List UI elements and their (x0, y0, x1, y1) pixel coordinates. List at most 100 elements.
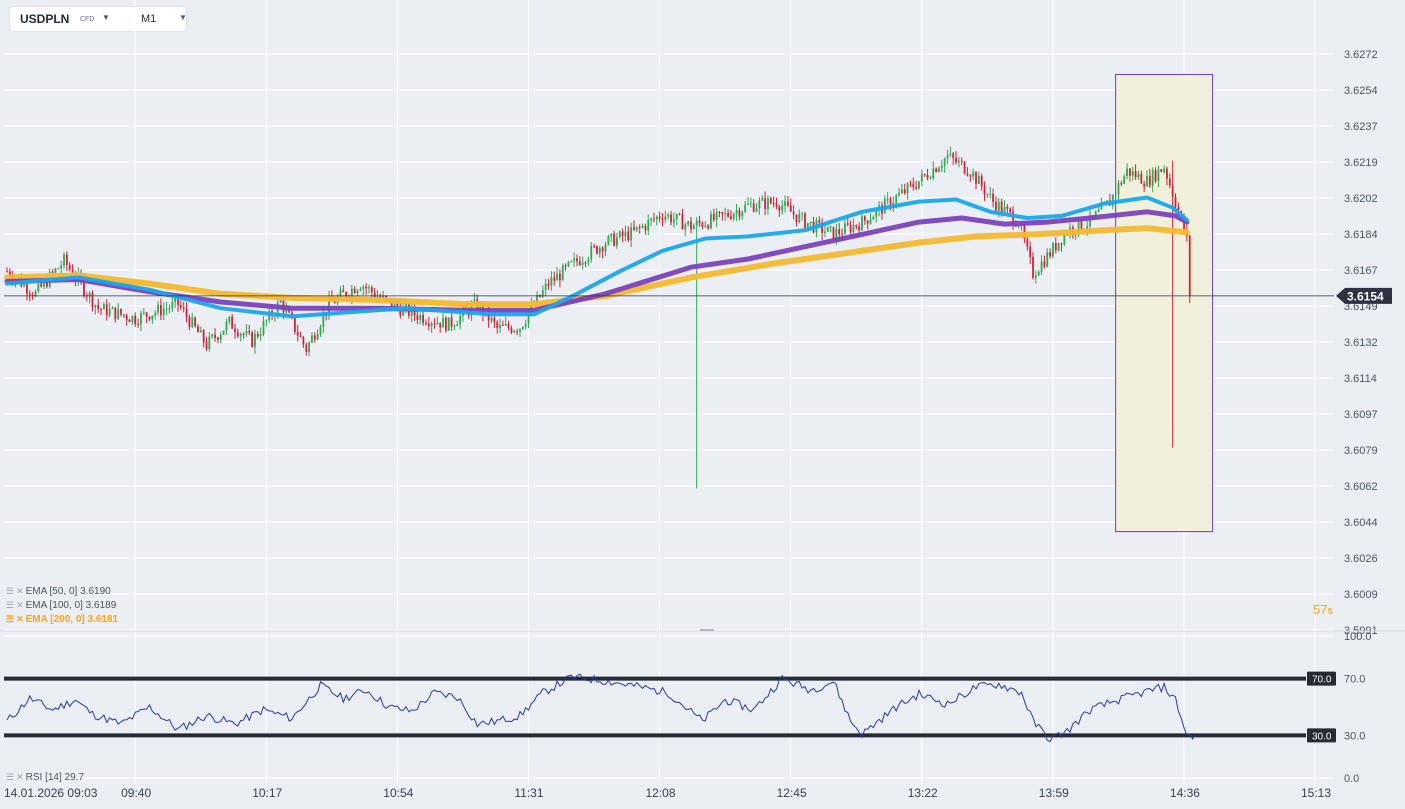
candle-body (715, 211, 718, 220)
y-tick-label: 3.6026 (1344, 553, 1378, 565)
candle-body (667, 214, 670, 217)
candle-body (972, 172, 975, 177)
candle-body (761, 198, 764, 201)
candle-body (918, 181, 920, 189)
x-tick-label: 13:59 (1039, 786, 1069, 800)
legend-ema200[interactable]: ☰ ✕ EMA [200, 0] 3.6181 (6, 612, 118, 627)
y-tick-label: 3.6167 (1344, 265, 1378, 277)
symbol-selector[interactable]: USDPLN CFD ▼ M1 ▼ (10, 7, 187, 31)
candle-body (1000, 201, 1003, 213)
candle-body (37, 283, 40, 292)
legend-rsi[interactable]: ☰ ✕ RSI [14] 29.7 (6, 770, 84, 785)
candle-body (40, 283, 43, 287)
candle-body (1037, 272, 1040, 276)
candle-body (576, 258, 578, 262)
candle-body (308, 342, 310, 352)
symbol-dropdown-chevron-icon[interactable]: ▼ (102, 13, 110, 22)
candle-body (365, 286, 367, 289)
candle-body (57, 268, 60, 270)
candle-body (171, 301, 174, 309)
candle-body (493, 317, 496, 323)
candle-body (935, 168, 937, 172)
candle-body (91, 292, 94, 308)
candle-body (108, 309, 111, 316)
close-icon[interactable]: ✕ (16, 600, 24, 610)
candle-body (963, 161, 966, 174)
candle-body (54, 268, 57, 273)
candle-body (875, 209, 878, 217)
candle-body (613, 233, 615, 246)
candle-body (182, 307, 185, 309)
candle-body (938, 168, 940, 172)
settings-icon[interactable]: ☰ (6, 600, 15, 610)
candle-body (673, 219, 675, 223)
candle-body (536, 294, 538, 306)
candle-body (285, 308, 288, 313)
candle-body (824, 231, 826, 234)
candle-body (869, 219, 872, 224)
legend-ema100[interactable]: ☰ ✕ EMA [100, 0] 3.6189 (6, 598, 116, 613)
candle-body (849, 224, 852, 233)
settings-icon[interactable]: ☰ (6, 772, 15, 782)
candle-body (598, 247, 601, 254)
settings-icon[interactable]: ☰ (6, 586, 15, 596)
candle-body (578, 261, 581, 265)
candle-body (430, 323, 433, 326)
candle-body (1100, 203, 1103, 210)
candle-body (932, 168, 935, 179)
candle-body (744, 204, 747, 212)
candle-body (704, 225, 707, 227)
candle-body (858, 226, 861, 231)
candle-body (940, 165, 943, 169)
candle-body (219, 334, 222, 340)
candle-body (60, 265, 63, 269)
candle-body (952, 153, 955, 158)
candle-body (1154, 170, 1157, 182)
candle-body (915, 187, 918, 189)
timeframe-dropdown-chevron-icon[interactable]: ▼ (179, 13, 187, 22)
candle-body (382, 295, 385, 298)
close-icon[interactable]: ✕ (16, 772, 24, 782)
candle-body (590, 246, 593, 260)
candle-body (958, 160, 960, 163)
candle-body (217, 337, 219, 340)
price-axis-panel (1334, 0, 1405, 809)
close-icon[interactable]: ✕ (16, 614, 24, 624)
countdown-value: 57 (1313, 602, 1328, 617)
legend-ema50[interactable]: ☰ ✕ EMA [50, 0] 3.6190 (6, 584, 111, 599)
candle-body (31, 294, 34, 297)
ema-line-3 (4, 225, 1190, 308)
candle-body (561, 265, 564, 281)
highlight-box (1115, 73, 1214, 533)
pane-resize-handle (700, 629, 714, 631)
candle-body (134, 315, 137, 325)
candle-body (385, 295, 387, 299)
symbol-name[interactable]: USDPLN (20, 12, 70, 26)
candle-body (1057, 243, 1060, 251)
timeframe-selector[interactable]: M1 (141, 13, 157, 25)
candle-body (396, 303, 399, 308)
candle-body (137, 324, 139, 326)
candle-body (798, 214, 801, 223)
candle-body (436, 322, 439, 325)
candle-body (128, 319, 131, 323)
candle-body (319, 326, 322, 334)
candle-body (604, 244, 607, 252)
legend-rsi-value: 29.7 (64, 772, 85, 783)
candle-body (151, 315, 154, 320)
candle-body (228, 316, 231, 322)
candle-body (983, 186, 986, 195)
candle-body (610, 233, 613, 237)
candle-body (541, 290, 544, 297)
candle-body (735, 210, 738, 214)
legend-rsi-params: [14] (45, 772, 62, 783)
close-icon[interactable]: ✕ (16, 586, 24, 596)
candle-body (122, 314, 125, 316)
candle-body (787, 201, 789, 206)
last-price-label: 3.6154 (1347, 289, 1384, 303)
settings-icon[interactable]: ☰ (6, 614, 15, 624)
legend-ema200-value: 3.6181 (87, 614, 119, 625)
candle-body (311, 335, 313, 343)
candle-body (804, 213, 806, 229)
